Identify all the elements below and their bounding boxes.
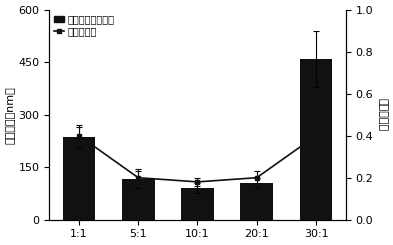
Bar <box>300 59 332 220</box>
Y-axis label: 多聚分散度: 多聚分散度 <box>377 98 387 131</box>
Bar <box>62 137 95 220</box>
Bar <box>181 188 214 220</box>
Legend: 纳米颗粒粒径大小, 多聚分散度: 纳米颗粒粒径大小, 多聚分散度 <box>52 12 117 38</box>
Y-axis label: 粒径大小（nm）: 粒径大小（nm） <box>6 86 16 144</box>
Bar <box>241 183 273 220</box>
Bar <box>122 179 154 220</box>
